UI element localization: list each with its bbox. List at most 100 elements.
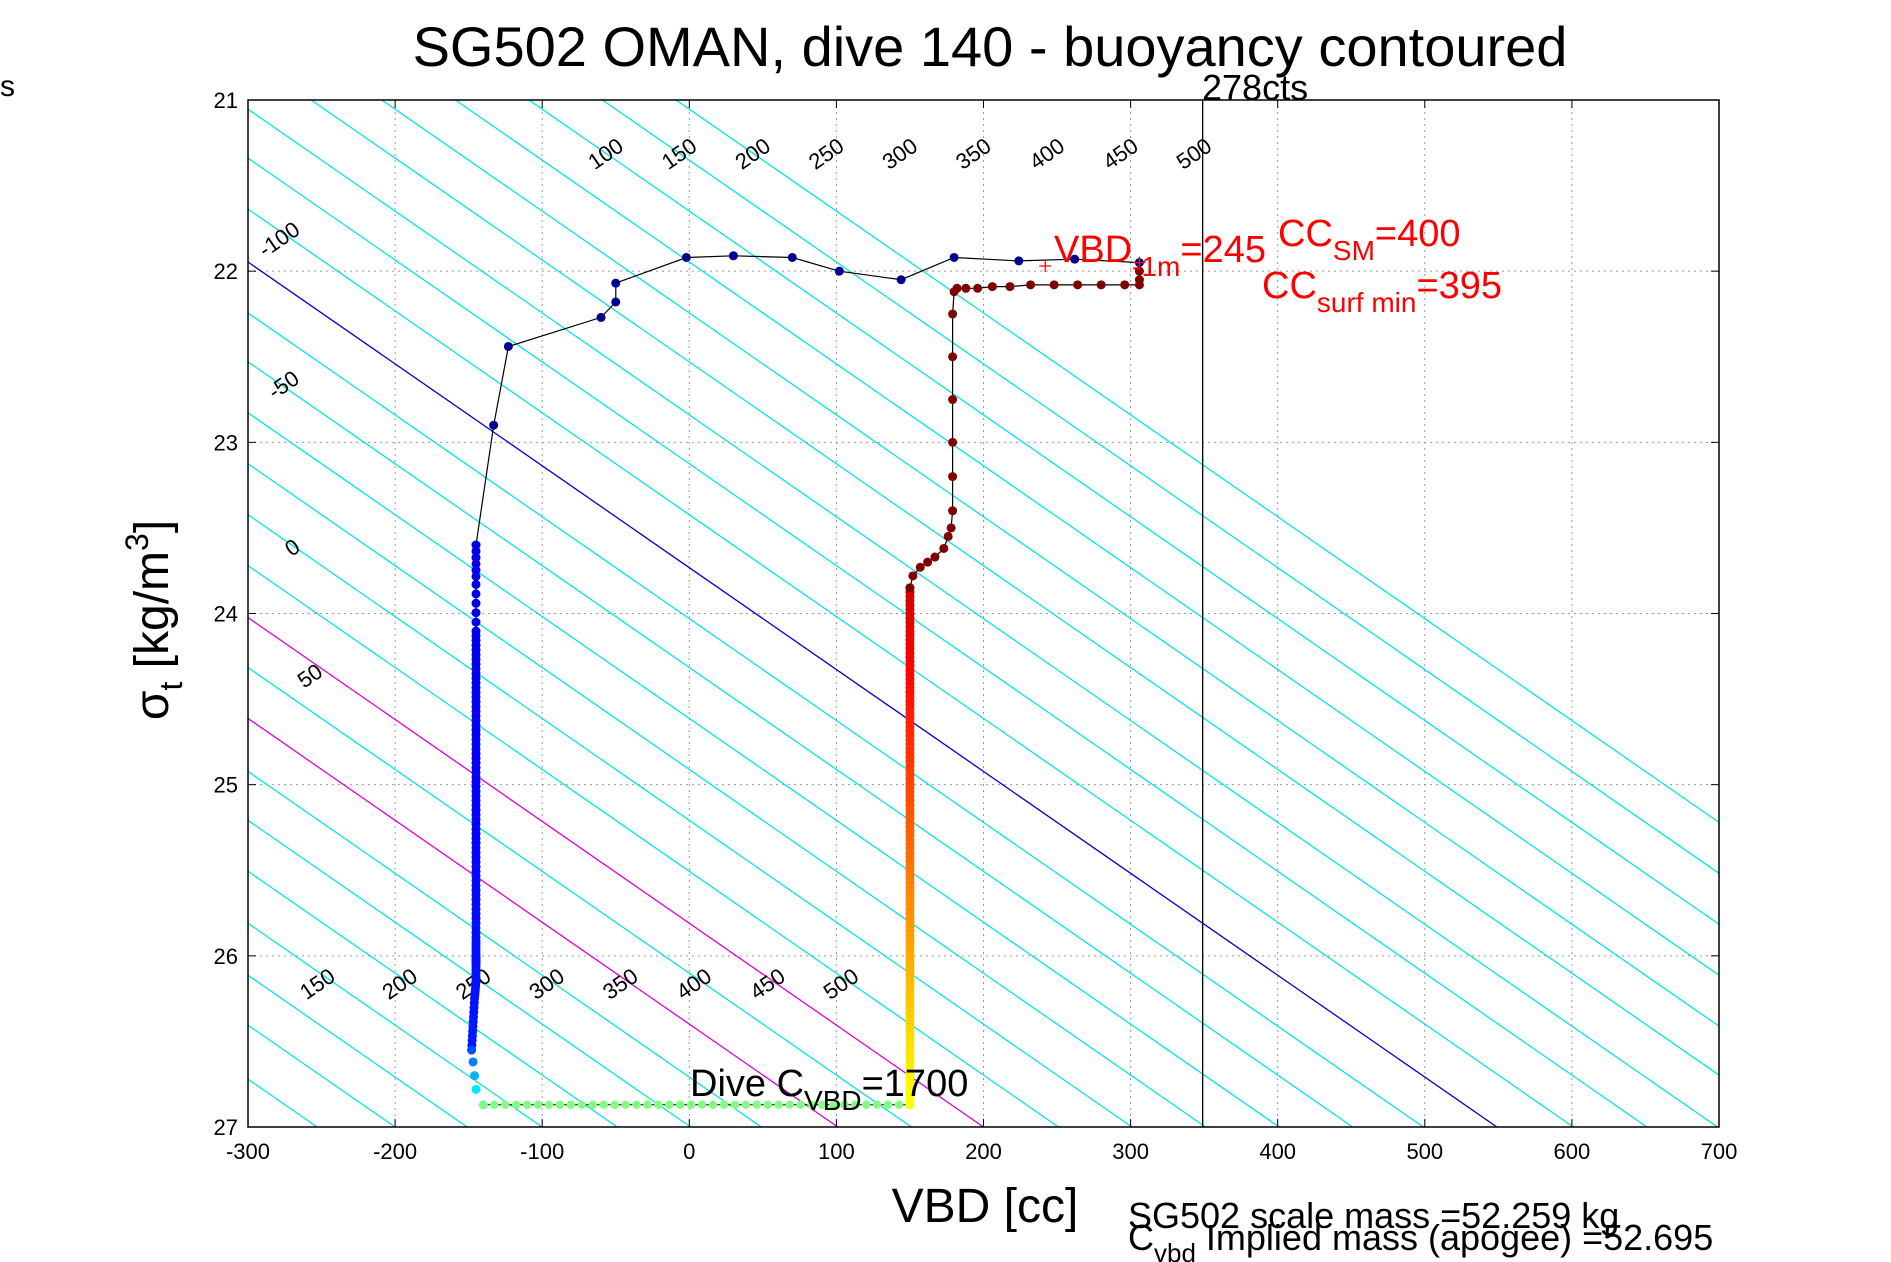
x-tick-label: 700: [1701, 1139, 1738, 1164]
y-axis-label-unit: [kg/m: [126, 551, 179, 682]
ascent-upper-point: [939, 543, 949, 553]
y-tick-label: 23: [214, 430, 238, 455]
y-tick-label: 21: [214, 88, 238, 113]
bottom-point: [774, 1100, 783, 1109]
bottom-point: [894, 1100, 904, 1109]
y-axis-label-sup: 3: [119, 533, 155, 551]
contour-label: 350: [951, 133, 995, 174]
contour-label: 150: [657, 133, 701, 174]
x-axis-ticks: -300 -200 -100 0 100 200 300 400 500 600 700: [226, 100, 1737, 1164]
contour-line: [455, 100, 1719, 976]
descent-point: [471, 559, 481, 569]
contour-label: 400: [1025, 133, 1069, 174]
bottom-point: [544, 1100, 554, 1109]
bottom-point: [851, 1100, 860, 1109]
x-tick-label: 300: [1112, 1139, 1149, 1164]
bottom-point: [785, 1100, 794, 1109]
bottom-curve-point: [467, 1045, 477, 1055]
contour-label: 100: [583, 133, 627, 174]
descent-point: [489, 420, 499, 430]
contour-line: [248, 108, 1718, 1127]
descent-path-line: [475, 255, 1140, 546]
contour-line: [248, 616, 984, 1127]
bottom-point: [621, 1100, 630, 1109]
descent-point: [949, 252, 959, 262]
contour-line: [602, 100, 1719, 875]
ascent-upper-point: [923, 557, 933, 567]
x-axis-label: VBD [cc]: [892, 1180, 1079, 1233]
y-tick-label: 26: [214, 944, 238, 969]
contour-line: [248, 666, 912, 1127]
ascent-upper-point: [948, 309, 958, 319]
ascent-upper-point: [915, 562, 925, 572]
bottom-point: [763, 1100, 772, 1109]
bottom-point: [654, 1100, 663, 1109]
descent-point: [471, 617, 481, 627]
bottom-point: [665, 1100, 674, 1109]
contour-lines: [248, 100, 1719, 1127]
y-axis-label-sub: t: [153, 682, 189, 691]
descent-point: [471, 553, 481, 563]
bottom-point: [697, 1100, 707, 1109]
bottom-point: [577, 1100, 587, 1109]
descent-point: [471, 579, 481, 589]
bottom-point: [796, 1100, 805, 1109]
x-tick-label: 400: [1259, 1139, 1296, 1164]
cc-surf-sub: surf min: [1317, 287, 1417, 318]
contour-line: [248, 411, 1280, 1127]
vbd-1m-sub: -1m: [1132, 251, 1180, 282]
data-points: [467, 251, 1146, 1110]
contour-label: 300: [878, 133, 922, 174]
x-tick-label: -300: [226, 1139, 270, 1164]
contour-line: [248, 1024, 396, 1127]
descent-point: [471, 565, 481, 575]
contour-line: [528, 100, 1719, 926]
x-tick-label: 0: [683, 1139, 695, 1164]
bottom-curve-point: [471, 1084, 481, 1094]
descent-point: [1070, 254, 1080, 264]
ascent-upper-point: [948, 395, 958, 405]
dive-cvbd-post: =1700: [862, 1063, 969, 1105]
contour-label: 450: [1098, 133, 1142, 174]
bottom-point: [643, 1100, 652, 1109]
contour-line: [381, 100, 1719, 1027]
ascent-upper-point: [905, 583, 915, 593]
cc-sm-annotation: CCSM=400: [1278, 213, 1460, 266]
contour-label: 450: [745, 963, 789, 1004]
ascent-upper-point: [1049, 280, 1059, 290]
chart-title: SG502 OMAN, dive 140 - buoyancy contoure…: [413, 15, 1568, 78]
contour-label: 200: [730, 133, 774, 174]
dive-cvbd-annotation: Dive CVBD=1700: [690, 1063, 968, 1116]
contour-line: [248, 208, 1574, 1127]
ascent-upper-point: [1134, 275, 1144, 285]
contour-line: [248, 312, 1424, 1127]
contour-label: 50: [293, 659, 327, 693]
contour-line: [248, 870, 618, 1127]
ascent-upper-point: [948, 472, 958, 482]
grid: [248, 100, 1719, 1127]
descent-point: [1014, 256, 1024, 266]
x-tick-label: 100: [818, 1139, 855, 1164]
contour-line: [310, 100, 1719, 1076]
bottom-point: [807, 1100, 816, 1109]
scale-mass-annotation: SG502 scale mass =52.259 kg: [1128, 1195, 1619, 1236]
descent-point: [611, 297, 621, 307]
ascent-upper-point: [1134, 266, 1144, 276]
contour-line: [248, 564, 1059, 1127]
ascent-upper-point: [1120, 280, 1130, 290]
descent-point: [611, 278, 621, 288]
bottom-point: [840, 1100, 849, 1109]
vbd-1m-annotation: VBD-1m=245: [1054, 229, 1266, 282]
descent-point: [471, 608, 481, 618]
bottom-point: [741, 1100, 751, 1109]
contour-line: [248, 770, 762, 1127]
cts-annotation: 278cts: [1202, 67, 1308, 108]
y-axis-label: σt [kg/m3]: [119, 520, 189, 720]
ascent-upper-point: [1026, 280, 1036, 290]
bottom-point: [686, 1100, 696, 1109]
contour-line: [675, 100, 1719, 824]
contour-line: [248, 462, 1206, 1127]
descent-point: [471, 589, 481, 599]
bottom-point: [861, 1100, 871, 1109]
